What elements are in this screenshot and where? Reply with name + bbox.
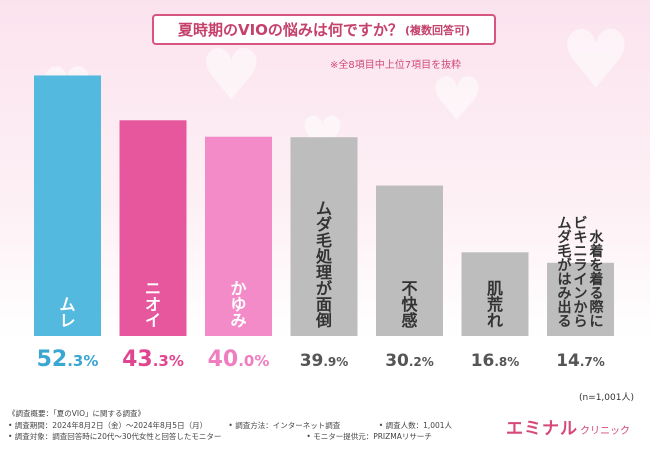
bar-7 (547, 262, 614, 336)
footer-method: • 調査方法：インターネット調査 (228, 420, 341, 430)
bar-5 (376, 185, 443, 336)
bar-category-label: 肌荒れ (486, 279, 503, 330)
sample-size-label: (n=1,001人) (578, 393, 634, 403)
bar-category-label: 水着を着る際に (589, 229, 605, 330)
bar-2 (119, 120, 187, 337)
bar-chart: ムレ 52.3% ニオイ 43.3% かゆみ 40.0% ムダ毛処理が面倒 39.9% 不快感 3… (34, 75, 614, 372)
bar-3 (205, 136, 272, 336)
bar-4 (290, 137, 358, 336)
heart-decoration: ♥ (200, 34, 263, 116)
chart-title-sub: (複数回答可) (404, 23, 470, 37)
value-label: 40.0% (208, 347, 270, 372)
bar-category-label: ムダ毛処理が面倒 (315, 199, 333, 330)
value-label: 39.9% (300, 351, 349, 371)
brand-logo-main: エミナル (506, 419, 578, 439)
footer-line: 《調査概要：「夏のVIO」に関する調査》 (8, 409, 145, 418)
bar-category-label: ビキニラインから (574, 216, 588, 330)
chart-note: ※全8項目中上位7項目を抜粋 (330, 60, 462, 71)
survey-footer: 《調査概要：「夏のVIO」に関する調査》 • 調査期間：2024年8月2日（金）… (8, 408, 452, 443)
value-label: 43.3% (122, 347, 184, 372)
chart-title-main: 夏時期のVIOの悩みは何ですか？ (177, 21, 403, 39)
chart-title: 夏時期のVIOの悩みは何ですか？ (複数回答可) (152, 14, 496, 45)
bar-6 (461, 252, 529, 336)
bar-category-label: かゆみ (230, 279, 246, 330)
bar-category-label: 不快感 (401, 279, 418, 330)
heart-decoration: ♥ (430, 65, 484, 135)
bar-category-label: ムダ毛がはみ出る (558, 216, 573, 330)
value-label: 52.3% (37, 347, 99, 372)
footer-count: • 調査人数：1,001人 (378, 420, 453, 430)
bar-category-label: ニオイ (145, 279, 161, 330)
footer-provider: • モニター提供元：PRIZMAリサーチ (306, 432, 432, 441)
footer-line: • 調査対象：調査回答時に20代〜30代女性と回答したモニター • モニター提供… (8, 431, 452, 443)
value-label: 14.7% (556, 351, 605, 371)
footer-target: • 調査対象：調査回答時に20代〜30代女性と回答したモニター (8, 432, 222, 441)
bar-1 (34, 75, 101, 336)
value-label: 16.8% (471, 351, 520, 371)
footer-line: • 調査期間：2024年8月2日（金）〜2024年8月5日（月） • 調査方法：… (8, 420, 452, 432)
bar-category-label: ムレ (59, 295, 75, 330)
brand-logo-sub: クリニック (580, 426, 630, 437)
value-label: 30.2% (385, 351, 434, 371)
brand-logo: エミナル クリニック (506, 414, 630, 439)
heart-decoration: ♥ (560, 13, 632, 106)
footer-period: • 調査期間：2024年8月2日（金）〜2024年8月5日（月） (8, 420, 208, 430)
